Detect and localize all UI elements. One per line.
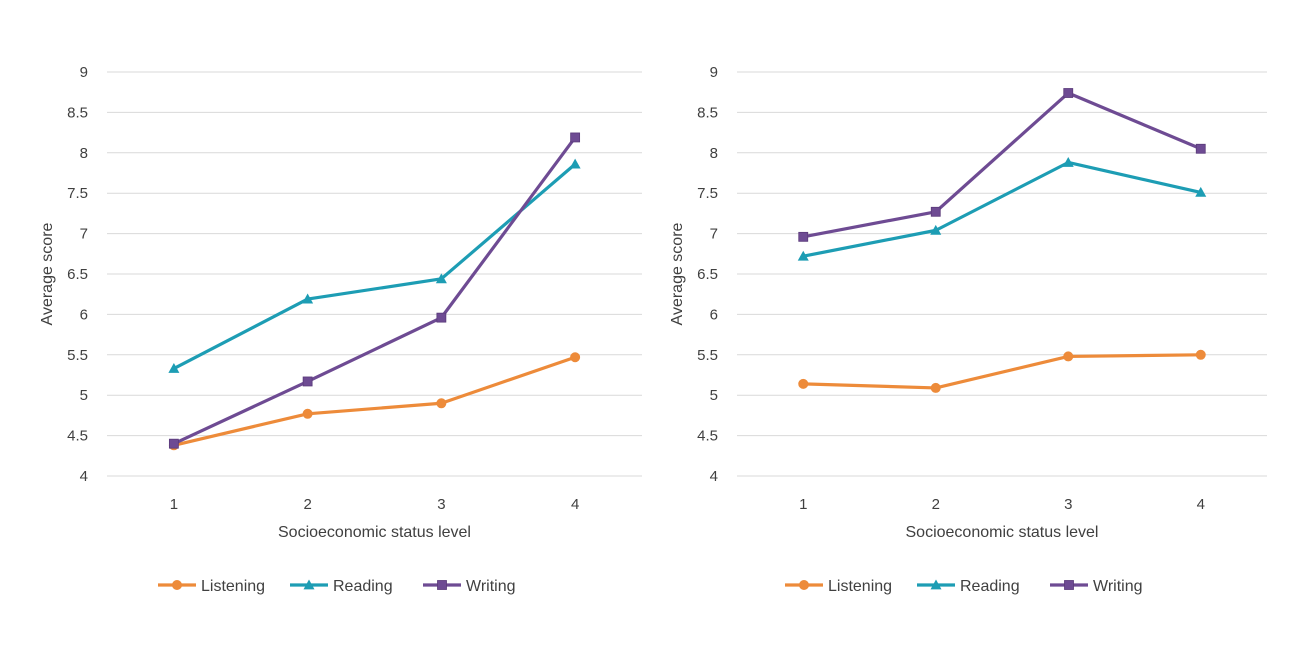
- y-tick-label: 8: [710, 145, 718, 162]
- legend-item-writing: Writing: [1050, 578, 1143, 595]
- y-tick-label: 5.5: [697, 347, 718, 364]
- listening-point: [1195, 349, 1206, 360]
- listening-point: [436, 398, 447, 409]
- y-tick-label: 4: [710, 468, 718, 485]
- reading-line: [801, 160, 1203, 258]
- x-tick-label: 2: [303, 496, 311, 513]
- reading-point: [930, 224, 942, 235]
- legend: Listening Reading Writing: [158, 578, 516, 595]
- y-tick-label: 8.5: [67, 104, 88, 121]
- reading-point: [168, 363, 180, 373]
- legend-label: Writing: [1093, 578, 1143, 595]
- y-tick-label: 8: [80, 145, 88, 162]
- reading-line: [172, 162, 577, 371]
- legend: Listening Reading Writing: [785, 578, 1143, 595]
- x-tick-label: 2: [932, 496, 940, 513]
- listening-line: [801, 353, 1203, 390]
- reading-point: [569, 158, 581, 169]
- writing-point: [930, 206, 941, 217]
- y-tick-label: 4.5: [67, 428, 88, 445]
- writing-point: [570, 132, 581, 143]
- writing-point: [798, 231, 809, 242]
- legend-label: Reading: [960, 578, 1020, 595]
- legend-marker: [799, 580, 809, 590]
- series-listening: [798, 349, 1206, 393]
- legend-item-listening: Listening: [785, 578, 892, 595]
- listening-point: [302, 408, 313, 419]
- listening-point: [798, 378, 809, 389]
- x-tick-label: 1: [799, 496, 807, 513]
- y-tick-label: 7: [710, 226, 718, 243]
- reading-point: [302, 293, 314, 304]
- y-tick-label: 4: [80, 468, 88, 485]
- x-tick-label: 1: [170, 496, 178, 513]
- chart-1: 4 4.5 5 5.5 6 6.5 7 7.5 8 8.5 9 1 2 3 4 Socioeconomic s…: [39, 64, 642, 595]
- legend-marker: [172, 580, 182, 590]
- legend-label: Listening: [201, 578, 265, 595]
- y-axis-title: Average score: [39, 222, 56, 325]
- y-tick-label: 5.5: [67, 347, 88, 364]
- x-axis-title: Socioeconomic status level: [278, 524, 471, 541]
- legend-marker: [930, 579, 942, 590]
- writing-point: [168, 438, 179, 449]
- x-axis-title: Socioeconomic status level: [906, 524, 1099, 541]
- series-writing: [168, 132, 581, 449]
- series-writing: [798, 88, 1206, 242]
- legend-item-reading: Reading: [917, 578, 1020, 595]
- y-tick-label: 9: [80, 64, 88, 81]
- x-tick-label: 4: [1197, 496, 1205, 513]
- y-tick-label: 6.5: [697, 266, 718, 283]
- y-tick-label: 8.5: [697, 104, 718, 121]
- y-tick-label: 7.5: [67, 185, 88, 202]
- y-tick-label: 7: [80, 226, 88, 243]
- reading-point: [1195, 186, 1207, 197]
- writing-point: [1195, 143, 1206, 154]
- y-tick-label: 6.5: [67, 266, 88, 283]
- writing-line: [801, 91, 1203, 239]
- chart-2: 4 4.5 5 5.5 6 6.5 7 7.5 8 8.5 9 1 2 3 4 Socioeconomic s…: [669, 64, 1267, 595]
- writing-line: [172, 135, 577, 446]
- y-tick-label: 5: [710, 387, 718, 404]
- listening-point: [570, 352, 581, 363]
- legend-item-writing: Writing: [423, 578, 516, 595]
- y-axis-title: Average score: [669, 222, 686, 325]
- legend-label: Listening: [828, 578, 892, 595]
- reading-point: [1062, 156, 1074, 167]
- legend-marker: [437, 580, 447, 590]
- y-tick-label: 6: [80, 306, 88, 323]
- series-reading: [797, 156, 1207, 261]
- x-tick-label: 3: [437, 496, 445, 513]
- reading-point: [435, 273, 447, 284]
- writing-point: [1063, 88, 1074, 98]
- y-tick-label: 6: [710, 306, 718, 323]
- listening-point: [930, 382, 941, 393]
- writing-point: [436, 312, 447, 323]
- listening-point: [1063, 351, 1074, 362]
- legend-marker: [1064, 580, 1074, 590]
- legend-marker: [303, 579, 315, 590]
- y-tick-label: 4.5: [697, 428, 718, 445]
- legend-item-listening: Listening: [158, 578, 265, 595]
- legend-item-reading: Reading: [290, 578, 393, 595]
- y-tick-label: 9: [710, 64, 718, 81]
- listening-line: [172, 355, 577, 447]
- y-tick-label: 7.5: [697, 185, 718, 202]
- writing-point: [302, 376, 313, 387]
- x-tick-label: 3: [1064, 496, 1072, 513]
- legend-label: Reading: [333, 578, 393, 595]
- y-tick-label: 5: [80, 387, 88, 404]
- reading-point: [797, 250, 809, 261]
- series-reading: [168, 158, 581, 373]
- x-tick-label: 4: [571, 496, 579, 513]
- legend-label: Writing: [466, 578, 516, 595]
